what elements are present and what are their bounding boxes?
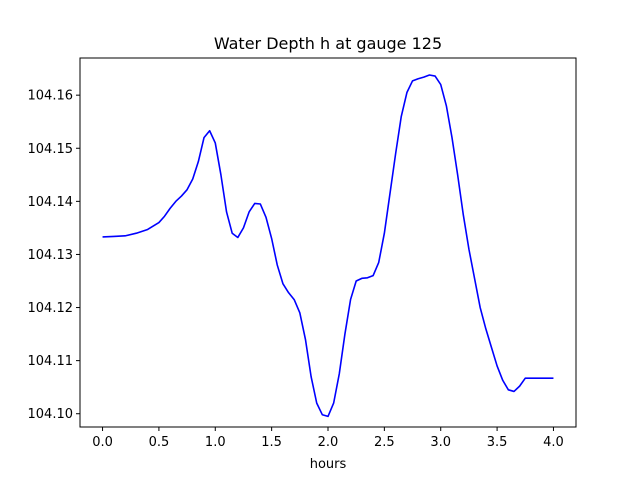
x-tick-label: 3.0 [430, 435, 451, 450]
series-line-0 [102, 74, 554, 418]
y-tick-label: 104.15 [28, 142, 74, 157]
y-tick-label: 104.13 [28, 248, 74, 263]
x-tick-label: 1.0 [205, 435, 226, 450]
y-tick-label: 104.10 [28, 407, 74, 422]
x-tick-label: 1.5 [261, 435, 282, 450]
x-tick-label: 0.5 [149, 435, 170, 450]
x-tick-label: 2.5 [374, 435, 395, 450]
x-tick-label: 3.5 [487, 435, 508, 450]
y-tick-label: 104.11 [28, 354, 74, 369]
y-axis-ticks: 104.10 104.11 104.12 104.13 104.14 104.15 104.… [28, 89, 80, 422]
y-tick-label: 104.12 [28, 301, 74, 316]
y-tick-label: 104.14 [28, 195, 74, 210]
x-axis-label: hours [310, 457, 347, 472]
x-tick-label: 0.0 [92, 435, 113, 450]
series-layer [102, 74, 554, 418]
chart-title: Water Depth h at gauge 125 [214, 34, 442, 53]
plot-area [79, 57, 577, 428]
y-tick-label: 104.16 [28, 89, 74, 104]
x-axis-ticks: 0.0 0.5 1.0 1.5 2.0 2.5 3.0 3.5 4.0 [92, 427, 564, 450]
x-tick-label: 4.0 [543, 435, 564, 450]
x-tick-label: 2.0 [318, 435, 339, 450]
